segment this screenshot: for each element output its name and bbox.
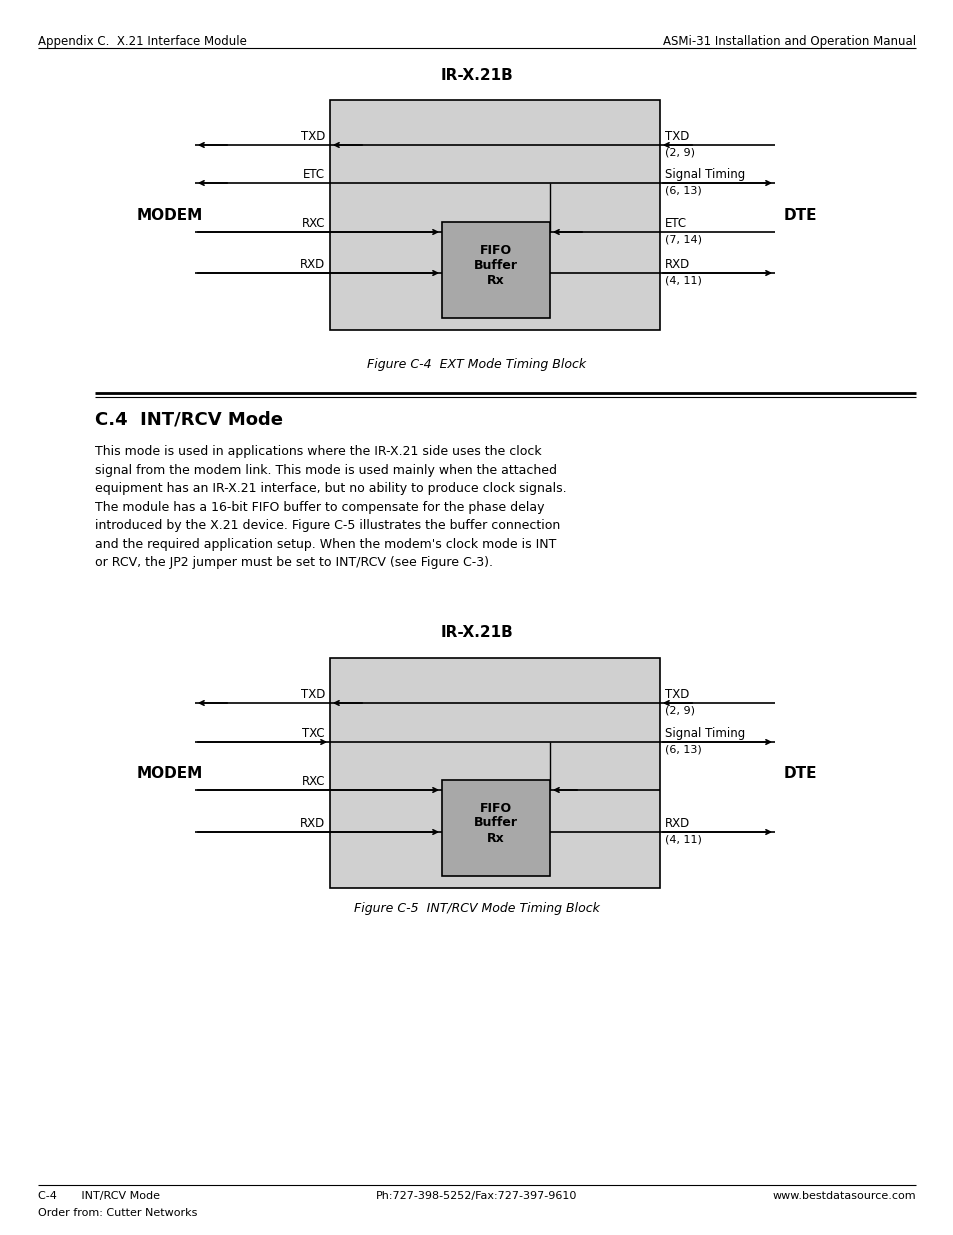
- Text: The module has a 16-bit FIFO buffer to compensate for the phase delay: The module has a 16-bit FIFO buffer to c…: [95, 500, 544, 514]
- Text: TXD: TXD: [664, 688, 689, 701]
- Text: ETC: ETC: [664, 217, 686, 230]
- Text: Signal Timing: Signal Timing: [664, 727, 744, 740]
- Text: (6, 13): (6, 13): [664, 743, 701, 755]
- Text: RXD: RXD: [664, 258, 690, 270]
- Text: This mode is used in applications where the IR-X.21 side uses the clock: This mode is used in applications where …: [95, 445, 541, 458]
- Text: (4, 11): (4, 11): [664, 834, 701, 844]
- Text: TXD: TXD: [664, 130, 689, 143]
- Bar: [330, 658, 659, 888]
- Text: and the required application setup. When the modem's clock mode is INT: and the required application setup. When…: [95, 537, 556, 551]
- Text: DTE: DTE: [782, 207, 816, 222]
- Text: (2, 9): (2, 9): [664, 147, 695, 157]
- Text: Appendix C.  X.21 Interface Module: Appendix C. X.21 Interface Module: [38, 35, 247, 48]
- Text: MODEM: MODEM: [136, 766, 203, 781]
- Text: FIFO
Buffer
Rx: FIFO Buffer Rx: [474, 243, 517, 287]
- Text: www.bestdatasource.com: www.bestdatasource.com: [772, 1191, 915, 1200]
- Text: C.4  INT/RCV Mode: C.4 INT/RCV Mode: [95, 410, 283, 429]
- Text: ETC: ETC: [302, 168, 325, 182]
- Text: RXD: RXD: [299, 258, 325, 270]
- Text: Ph:727-398-5252/Fax:727-397-9610: Ph:727-398-5252/Fax:727-397-9610: [375, 1191, 578, 1200]
- Text: IR-X.21B: IR-X.21B: [440, 625, 513, 640]
- Text: RXC: RXC: [301, 776, 325, 788]
- Text: Figure C-5  INT/RCV Mode Timing Block: Figure C-5 INT/RCV Mode Timing Block: [354, 902, 599, 915]
- Text: RXD: RXD: [664, 818, 690, 830]
- Text: DTE: DTE: [782, 766, 816, 781]
- Text: signal from the modem link. This mode is used mainly when the attached: signal from the modem link. This mode is…: [95, 463, 557, 477]
- Text: Figure C-4  EXT Mode Timing Block: Figure C-4 EXT Mode Timing Block: [367, 358, 586, 370]
- Text: (2, 9): (2, 9): [664, 705, 695, 715]
- Text: FIFO
Buffer
Rx: FIFO Buffer Rx: [474, 802, 517, 845]
- Text: RXC: RXC: [301, 217, 325, 230]
- Text: Signal Timing: Signal Timing: [664, 168, 744, 182]
- Bar: [441, 781, 550, 876]
- Text: IR-X.21B: IR-X.21B: [440, 68, 513, 83]
- Text: Order from: Cutter Networks: Order from: Cutter Networks: [38, 1208, 197, 1218]
- Text: introduced by the X.21 device. Figure C-5 illustrates the buffer connection: introduced by the X.21 device. Figure C-…: [95, 519, 559, 532]
- Text: or RCV, the JP2 jumper must be set to INT/RCV (see Figure C-3).: or RCV, the JP2 jumper must be set to IN…: [95, 556, 493, 569]
- Text: C-4       INT/RCV Mode: C-4 INT/RCV Mode: [38, 1191, 160, 1200]
- Text: RXD: RXD: [299, 818, 325, 830]
- Bar: [330, 100, 659, 330]
- Text: ASMi-31 Installation and Operation Manual: ASMi-31 Installation and Operation Manua…: [662, 35, 915, 48]
- Text: (6, 13): (6, 13): [664, 185, 701, 195]
- Text: TXD: TXD: [300, 688, 325, 701]
- Text: (7, 14): (7, 14): [664, 233, 701, 245]
- Bar: [441, 222, 550, 317]
- Text: TXC: TXC: [302, 727, 325, 740]
- Text: equipment has an IR-X.21 interface, but no ability to produce clock signals.: equipment has an IR-X.21 interface, but …: [95, 482, 566, 495]
- Text: MODEM: MODEM: [136, 207, 203, 222]
- Text: TXD: TXD: [300, 130, 325, 143]
- Text: (4, 11): (4, 11): [664, 275, 701, 285]
